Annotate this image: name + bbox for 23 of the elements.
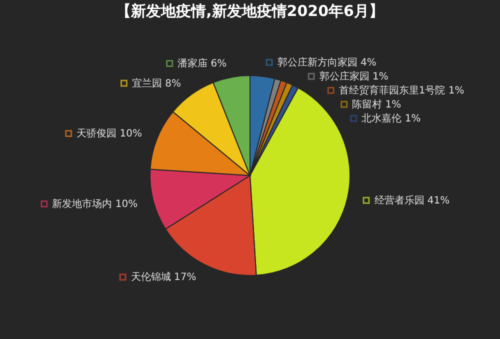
data-label: 41%: [427, 195, 450, 206]
legend-label: 郭公庄家园: [319, 70, 370, 82]
legend-label: 宜兰园: [132, 77, 162, 90]
data-label: 1%: [385, 99, 402, 110]
data-label: 4%: [360, 57, 376, 68]
data-label: 1%: [448, 85, 464, 96]
legend-label: 潘家庙: [178, 58, 208, 70]
data-label: 8%: [165, 78, 182, 90]
legend-label: 天伦锦城: [130, 271, 171, 284]
legend-label: 北水嘉伦: [362, 112, 402, 124]
legend-label: 陈留村: [352, 98, 382, 110]
data-label: 1%: [372, 71, 388, 82]
data-label: 1%: [404, 113, 421, 124]
legend-label: 新发地市场内: [52, 198, 112, 210]
data-label: 10%: [115, 198, 138, 210]
chart-title: 【新发地疫情,新发地疫情2020年6月】: [116, 2, 384, 20]
legend-label: 天骄俊园: [76, 128, 117, 140]
data-label: 17%: [174, 272, 196, 284]
data-label: 6%: [210, 58, 227, 70]
legend-label: 首经贸育菲园东里1号院: [338, 84, 446, 96]
legend-label: 经营者乐园: [374, 194, 424, 206]
data-label: 10%: [120, 128, 142, 140]
legend-label: 郭公庄新方向家园: [277, 56, 358, 68]
